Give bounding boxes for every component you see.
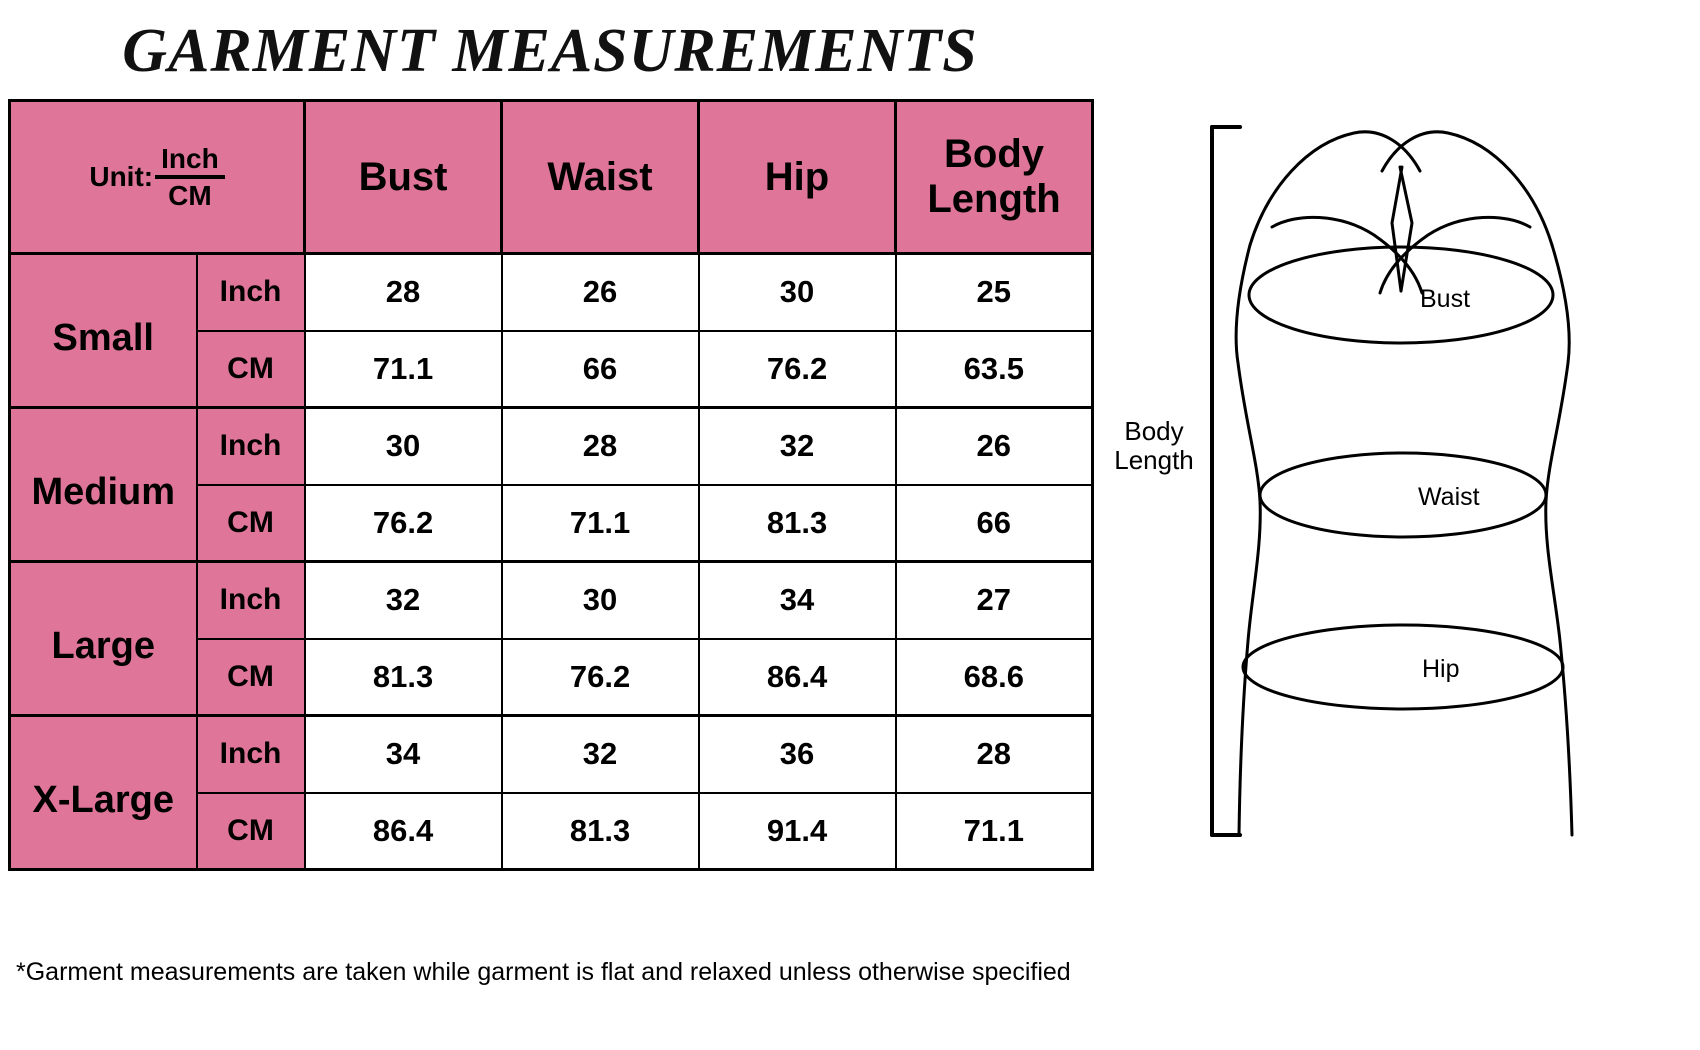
column-header-waist: Waist	[500, 99, 701, 255]
cell-x-large-inch-body-length: 28	[894, 714, 1095, 794]
garment-center-seam-left	[1398, 165, 1414, 293]
cell-large-inch-body-length: 27	[894, 560, 1095, 640]
unit-cell-cm: CM	[195, 791, 306, 871]
cell-large-cm-bust: 81.3	[303, 637, 503, 717]
hip-measure-ellipse	[1241, 623, 1565, 711]
table-row: Large Inch 32 30 34 27	[8, 560, 1095, 717]
cell-medium-inch-waist: 28	[500, 406, 700, 486]
waist-measure-ellipse	[1258, 451, 1548, 539]
body-length-line-1: Body	[1124, 416, 1184, 446]
column-header-hip: Hip	[697, 99, 898, 255]
garment-right-cup-outer	[1380, 130, 1554, 247]
size-label-text: X-Large	[32, 779, 174, 821]
page-title: GARMENT MEASUREMENTS	[122, 17, 978, 85]
cell-small-inch-body-length: 25	[894, 252, 1095, 332]
garment-left-edge	[1234, 243, 1262, 837]
size-label-small: Small	[8, 252, 198, 409]
cell-x-large-cm-body-length: 71.1	[894, 791, 1095, 871]
cell-small-inch-hip: 30	[697, 252, 897, 332]
cell-small-inch-bust: 28	[303, 252, 503, 332]
size-label-text: Small	[52, 317, 154, 359]
bust-label: Bust	[1420, 285, 1470, 313]
column-header-bust: Bust	[303, 99, 504, 255]
table-row: Small Inch 28 26 30 25	[8, 252, 1095, 409]
unit-numerator: Inch	[161, 142, 219, 174]
cell-small-inch-waist: 26	[500, 252, 700, 332]
fraction-bar-icon	[155, 175, 225, 179]
body-length-line-2: Length	[1114, 445, 1194, 476]
cell-large-inch-bust: 32	[303, 560, 503, 640]
bust-measure-ellipse	[1247, 245, 1555, 345]
size-label-medium: Medium	[8, 406, 198, 563]
waist-label: Waist	[1418, 483, 1480, 511]
unit-header-cell: Unit: Inch CM	[7, 99, 307, 255]
cell-large-cm-waist: 76.2	[500, 637, 700, 717]
size-label-text: Medium	[31, 471, 176, 513]
unit-cell-inch: Inch	[195, 714, 306, 794]
cell-x-large-inch-waist: 32	[500, 714, 700, 794]
measurements-table: Unit: Inch CM Bust Waist Hip Body Length	[7, 99, 1095, 871]
hip-label: Hip	[1422, 655, 1460, 683]
size-label-large: Large	[8, 560, 198, 717]
footnote-text: *Garment measurements are taken while ga…	[16, 958, 1071, 986]
cell-small-cm-waist: 66	[500, 329, 700, 409]
table-row: CM 76.2 71.1 81.3 66	[10, 483, 1095, 563]
garment-diagram: Body Length	[1100, 95, 1700, 885]
body-length-axis-label: Body Length	[1106, 416, 1202, 476]
unit-cell-inch: Inch	[195, 252, 306, 332]
unit-fraction: Unit: Inch CM	[11, 142, 303, 211]
table-row: CM 71.1 66 76.2 63.5	[10, 329, 1095, 409]
garment-right-cup-inner	[1378, 215, 1532, 295]
garment-left-cup-outer	[1248, 130, 1422, 247]
table-header-row: Unit: Inch CM Bust Waist Hip Body Length	[7, 99, 1095, 255]
column-header-body-length: Body Length	[894, 99, 1095, 255]
garment-illustration-svg: Bust Waist Hip	[1210, 125, 1574, 837]
unit-fraction-stack: Inch CM	[155, 142, 225, 211]
unit-cell-cm: CM	[195, 483, 306, 563]
size-label-text: Large	[51, 625, 155, 667]
cell-small-cm-hip: 76.2	[697, 329, 897, 409]
unit-cell-cm: CM	[195, 329, 306, 409]
cell-large-cm-hip: 86.4	[697, 637, 897, 717]
cell-medium-cm-hip: 81.3	[697, 483, 897, 563]
unit-label: Unit:	[89, 161, 154, 193]
garment-right-edge	[1544, 243, 1574, 837]
table-row: CM 86.4 81.3 91.4 71.1	[10, 791, 1095, 871]
unit-cell-inch: Inch	[195, 406, 306, 486]
table-row: CM 81.3 76.2 86.4 68.6	[10, 637, 1095, 717]
cell-large-cm-body-length: 68.6	[894, 637, 1095, 717]
table-row: Medium Inch 30 28 32 26	[8, 406, 1095, 563]
cell-x-large-cm-hip: 91.4	[697, 791, 897, 871]
cell-large-inch-waist: 30	[500, 560, 700, 640]
cell-medium-cm-waist: 71.1	[500, 483, 700, 563]
measurements-table-wrapper: Unit: Inch CM Bust Waist Hip Body Length	[7, 99, 1095, 871]
cell-small-cm-body-length: 63.5	[894, 329, 1095, 409]
cell-medium-cm-bust: 76.2	[303, 483, 503, 563]
cell-x-large-inch-hip: 36	[697, 714, 897, 794]
cell-small-cm-bust: 71.1	[303, 329, 503, 409]
garment-center-seam-right	[1390, 165, 1404, 293]
size-label-x-large: X-Large	[8, 714, 198, 871]
cell-large-inch-hip: 34	[697, 560, 897, 640]
cell-medium-inch-body-length: 26	[894, 406, 1095, 486]
cell-medium-cm-body-length: 66	[894, 483, 1095, 563]
cell-x-large-inch-bust: 34	[303, 714, 503, 794]
unit-cell-inch: Inch	[195, 560, 306, 640]
body-length-bracket-icon	[1210, 125, 1242, 837]
unit-cell-cm: CM	[195, 637, 306, 717]
unit-denominator: CM	[168, 180, 212, 211]
cell-x-large-cm-bust: 86.4	[303, 791, 503, 871]
cell-medium-inch-hip: 32	[697, 406, 897, 486]
cell-x-large-cm-waist: 81.3	[500, 791, 700, 871]
garment-left-cup-inner	[1270, 215, 1424, 295]
table-row: X-Large Inch 34 32 36 28	[8, 714, 1095, 871]
cell-medium-inch-bust: 30	[303, 406, 503, 486]
